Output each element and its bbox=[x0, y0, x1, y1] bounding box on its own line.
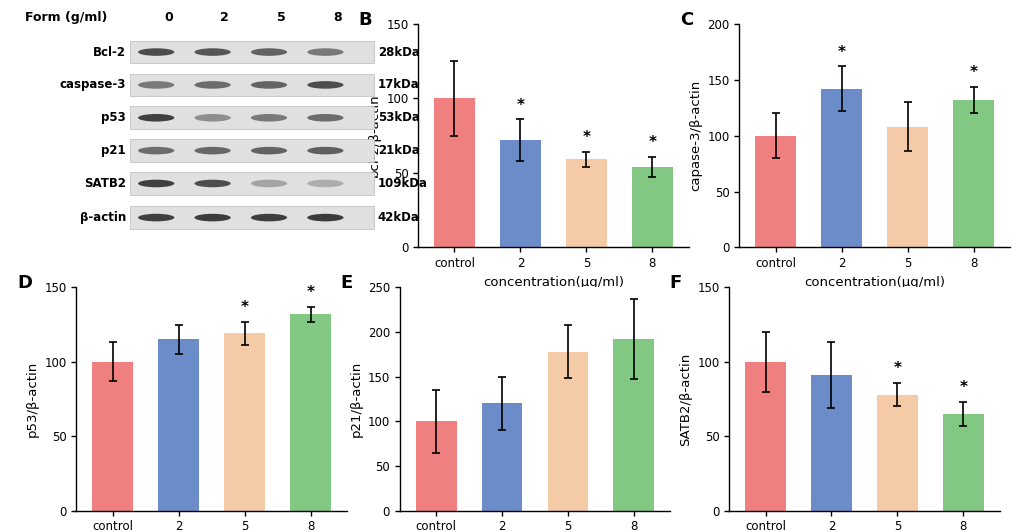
Text: B: B bbox=[359, 11, 372, 29]
Ellipse shape bbox=[307, 147, 343, 154]
Ellipse shape bbox=[251, 214, 287, 221]
Y-axis label: p53/β-actin: p53/β-actin bbox=[25, 361, 39, 437]
Ellipse shape bbox=[251, 81, 287, 89]
Bar bbox=[887, 127, 927, 247]
Ellipse shape bbox=[195, 114, 230, 122]
Bar bbox=[876, 395, 917, 511]
Bar bbox=[820, 89, 861, 247]
Text: 17kDa: 17kDa bbox=[377, 78, 419, 92]
FancyBboxPatch shape bbox=[129, 139, 373, 162]
FancyBboxPatch shape bbox=[129, 206, 373, 229]
Ellipse shape bbox=[307, 180, 343, 187]
Bar bbox=[224, 334, 265, 511]
Text: C: C bbox=[680, 11, 693, 29]
Bar bbox=[481, 403, 522, 511]
Text: 53kDa: 53kDa bbox=[377, 111, 419, 124]
Text: *: * bbox=[516, 97, 524, 113]
Bar bbox=[289, 314, 330, 511]
Bar bbox=[434, 98, 475, 247]
Y-axis label: capase-3/β-actin: capase-3/β-actin bbox=[688, 80, 701, 192]
Text: 28kDa: 28kDa bbox=[377, 46, 419, 59]
Text: *: * bbox=[893, 361, 901, 376]
Bar bbox=[416, 421, 457, 511]
Text: *: * bbox=[969, 65, 976, 80]
Text: *: * bbox=[582, 130, 590, 145]
Ellipse shape bbox=[195, 147, 230, 154]
Y-axis label: bcl-2/β-actin: bcl-2/β-actin bbox=[367, 94, 380, 178]
Text: p21: p21 bbox=[101, 144, 126, 157]
FancyBboxPatch shape bbox=[129, 73, 373, 96]
Ellipse shape bbox=[251, 180, 287, 187]
Bar bbox=[158, 339, 199, 511]
X-axis label: concentration(μg/ml): concentration(μg/ml) bbox=[482, 276, 624, 289]
Text: *: * bbox=[648, 135, 655, 150]
Text: β-actin: β-actin bbox=[79, 211, 126, 224]
Ellipse shape bbox=[138, 147, 174, 154]
Bar bbox=[745, 362, 786, 511]
Text: *: * bbox=[959, 380, 966, 395]
Bar bbox=[755, 136, 796, 247]
Bar bbox=[93, 362, 133, 511]
Y-axis label: SATB2/β-actin: SATB2/β-actin bbox=[678, 352, 691, 446]
Text: *: * bbox=[240, 300, 249, 315]
Bar bbox=[952, 100, 993, 247]
Bar bbox=[612, 339, 653, 511]
Text: 0: 0 bbox=[164, 12, 172, 24]
Text: D: D bbox=[17, 274, 32, 292]
Ellipse shape bbox=[138, 114, 174, 122]
FancyBboxPatch shape bbox=[129, 172, 373, 195]
Text: *: * bbox=[307, 285, 314, 300]
Bar bbox=[810, 375, 851, 511]
Ellipse shape bbox=[138, 180, 174, 187]
Bar bbox=[631, 167, 672, 247]
Bar bbox=[566, 160, 606, 247]
Ellipse shape bbox=[251, 114, 287, 122]
Ellipse shape bbox=[138, 81, 174, 89]
FancyBboxPatch shape bbox=[129, 41, 373, 63]
Ellipse shape bbox=[195, 180, 230, 187]
Ellipse shape bbox=[307, 114, 343, 122]
Ellipse shape bbox=[307, 81, 343, 89]
Ellipse shape bbox=[195, 81, 230, 89]
Text: 8: 8 bbox=[333, 12, 341, 24]
Text: 21kDa: 21kDa bbox=[377, 144, 419, 157]
Bar bbox=[499, 140, 540, 247]
Ellipse shape bbox=[307, 214, 343, 221]
Text: p53: p53 bbox=[101, 111, 126, 124]
X-axis label: concentration(μg/ml): concentration(μg/ml) bbox=[803, 276, 945, 289]
Text: caspase-3: caspase-3 bbox=[59, 78, 126, 92]
Bar bbox=[942, 414, 982, 511]
Ellipse shape bbox=[195, 48, 230, 56]
Text: *: * bbox=[837, 45, 845, 60]
Text: 5: 5 bbox=[276, 12, 285, 24]
Text: SATB2: SATB2 bbox=[84, 177, 126, 190]
Text: E: E bbox=[340, 274, 353, 292]
Text: F: F bbox=[669, 274, 682, 292]
Ellipse shape bbox=[251, 147, 287, 154]
Ellipse shape bbox=[307, 48, 343, 56]
FancyBboxPatch shape bbox=[129, 106, 373, 129]
Text: 2: 2 bbox=[220, 12, 229, 24]
Bar bbox=[547, 352, 588, 511]
Ellipse shape bbox=[138, 48, 174, 56]
Ellipse shape bbox=[138, 214, 174, 221]
Text: Form (g/ml): Form (g/ml) bbox=[25, 12, 108, 24]
Text: Bcl-2: Bcl-2 bbox=[93, 46, 126, 59]
Text: 42kDa: 42kDa bbox=[377, 211, 419, 224]
Text: 109kDa: 109kDa bbox=[377, 177, 427, 190]
Ellipse shape bbox=[251, 48, 287, 56]
Y-axis label: p21/β-actin: p21/β-actin bbox=[348, 361, 362, 437]
Ellipse shape bbox=[195, 214, 230, 221]
